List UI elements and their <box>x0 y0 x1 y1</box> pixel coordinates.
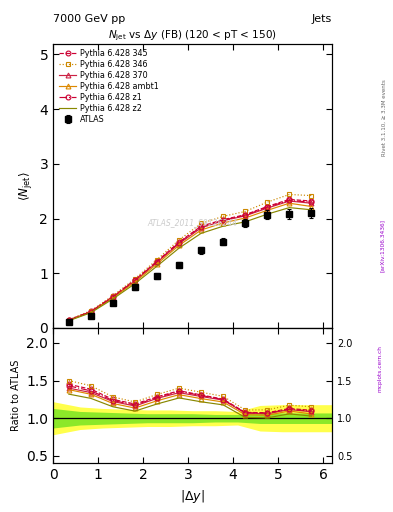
Line: Pythia 6.428 370: Pythia 6.428 370 <box>66 199 314 323</box>
Y-axis label: Ratio to ATLAS: Ratio to ATLAS <box>11 360 21 431</box>
Title: $N_{\mathrm{jet}}$ vs $\Delta y$ (FB) (120 < pT < 150): $N_{\mathrm{jet}}$ vs $\Delta y$ (FB) (1… <box>108 28 277 43</box>
Pythia 6.428 z1 <box>309 199 314 205</box>
Pythia 6.428 346 <box>132 275 137 282</box>
Text: 7000 GeV pp: 7000 GeV pp <box>53 14 125 25</box>
Pythia 6.428 z2 <box>132 281 137 287</box>
Pythia 6.428 370 <box>221 218 226 224</box>
Text: Jets: Jets <box>312 14 332 25</box>
Pythia 6.428 z2 <box>66 317 71 324</box>
Text: Rivet 3.1.10, ≥ 3.3M events: Rivet 3.1.10, ≥ 3.3M events <box>382 79 387 156</box>
Pythia 6.428 346 <box>177 237 182 243</box>
Pythia 6.428 346 <box>66 316 71 323</box>
Pythia 6.428 ambt1 <box>66 317 71 324</box>
Pythia 6.428 346 <box>309 193 314 199</box>
Pythia 6.428 370 <box>287 198 292 204</box>
Text: [arXiv:1306.3436]: [arXiv:1306.3436] <box>380 219 384 272</box>
Pythia 6.428 370 <box>265 205 270 211</box>
Pythia 6.428 345 <box>132 276 137 283</box>
Pythia 6.428 ambt1 <box>155 261 160 267</box>
Pythia 6.428 370 <box>199 225 204 231</box>
Pythia 6.428 ambt1 <box>309 203 314 209</box>
Pythia 6.428 z1 <box>221 217 226 223</box>
Pythia 6.428 345 <box>199 223 204 229</box>
Pythia 6.428 346 <box>88 308 93 314</box>
Pythia 6.428 ambt1 <box>243 215 248 221</box>
Pythia 6.428 ambt1 <box>221 220 226 226</box>
Pythia 6.428 345 <box>110 293 115 300</box>
Pythia 6.428 345 <box>309 198 314 204</box>
Line: Pythia 6.428 345: Pythia 6.428 345 <box>66 197 314 323</box>
Pythia 6.428 346 <box>221 214 226 220</box>
Pythia 6.428 z2 <box>110 296 115 302</box>
Pythia 6.428 345 <box>88 308 93 314</box>
Pythia 6.428 370 <box>177 241 182 247</box>
Pythia 6.428 ambt1 <box>88 309 93 315</box>
Pythia 6.428 z2 <box>309 207 314 213</box>
Pythia 6.428 346 <box>199 220 204 226</box>
Text: mcplots.cern.ch: mcplots.cern.ch <box>377 345 382 392</box>
Pythia 6.428 z1 <box>66 317 71 323</box>
Pythia 6.428 z1 <box>88 308 93 314</box>
X-axis label: $|\Delta y|$: $|\Delta y|$ <box>180 488 205 505</box>
Pythia 6.428 z2 <box>88 310 93 316</box>
Pythia 6.428 370 <box>88 309 93 315</box>
Pythia 6.428 z2 <box>155 263 160 269</box>
Pythia 6.428 346 <box>155 257 160 263</box>
Pythia 6.428 370 <box>66 317 71 324</box>
Pythia 6.428 346 <box>265 199 270 205</box>
Pythia 6.428 z1 <box>287 198 292 204</box>
Line: Pythia 6.428 z2: Pythia 6.428 z2 <box>69 207 311 321</box>
Pythia 6.428 345 <box>66 317 71 323</box>
Pythia 6.428 ambt1 <box>287 200 292 206</box>
Line: Pythia 6.428 346: Pythia 6.428 346 <box>66 192 314 322</box>
Pythia 6.428 ambt1 <box>110 295 115 301</box>
Pythia 6.428 z1 <box>155 259 160 265</box>
Pythia 6.428 ambt1 <box>265 207 270 214</box>
Pythia 6.428 345 <box>287 196 292 202</box>
Text: ATLAS_2011_S9126244: ATLAS_2011_S9126244 <box>147 218 238 227</box>
Pythia 6.428 370 <box>155 259 160 265</box>
Pythia 6.428 z2 <box>265 211 270 217</box>
Pythia 6.428 345 <box>177 239 182 245</box>
Pythia 6.428 z2 <box>199 230 204 237</box>
Pythia 6.428 z1 <box>265 204 270 210</box>
Pythia 6.428 345 <box>155 258 160 264</box>
Pythia 6.428 z1 <box>199 224 204 230</box>
Pythia 6.428 345 <box>221 217 226 223</box>
Pythia 6.428 370 <box>132 278 137 284</box>
Pythia 6.428 z2 <box>177 245 182 251</box>
Line: Pythia 6.428 ambt1: Pythia 6.428 ambt1 <box>66 201 314 323</box>
Pythia 6.428 z1 <box>243 212 248 218</box>
Pythia 6.428 345 <box>243 211 248 218</box>
Pythia 6.428 z1 <box>110 294 115 300</box>
Pythia 6.428 z2 <box>243 219 248 225</box>
Pythia 6.428 346 <box>287 191 292 198</box>
Pythia 6.428 346 <box>243 208 248 215</box>
Line: Pythia 6.428 z1: Pythia 6.428 z1 <box>66 198 314 323</box>
Y-axis label: $\langle N_{\mathrm{jet}} \rangle$: $\langle N_{\mathrm{jet}} \rangle$ <box>17 171 34 201</box>
Pythia 6.428 370 <box>110 294 115 300</box>
Pythia 6.428 z2 <box>287 204 292 210</box>
Pythia 6.428 370 <box>243 212 248 219</box>
Pythia 6.428 ambt1 <box>132 279 137 285</box>
Pythia 6.428 z1 <box>177 240 182 246</box>
Pythia 6.428 z2 <box>221 223 226 229</box>
Pythia 6.428 346 <box>110 292 115 298</box>
Pythia 6.428 z1 <box>132 278 137 284</box>
Pythia 6.428 345 <box>265 203 270 209</box>
Pythia 6.428 ambt1 <box>177 242 182 248</box>
Pythia 6.428 ambt1 <box>199 227 204 233</box>
Legend: Pythia 6.428 345, Pythia 6.428 346, Pythia 6.428 370, Pythia 6.428 ambt1, Pythia: Pythia 6.428 345, Pythia 6.428 346, Pyth… <box>56 47 161 126</box>
Pythia 6.428 370 <box>309 200 314 206</box>
